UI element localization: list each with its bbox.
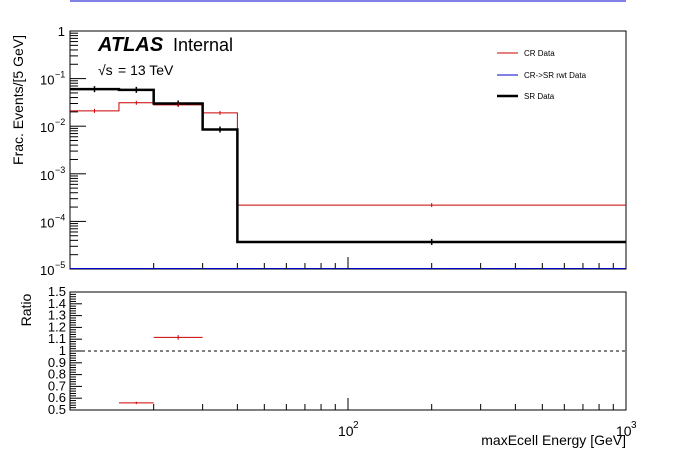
legend: CR Data CR->SR rwt Data SR Data (497, 49, 587, 101)
x-axis-label: maxEcell Energy [GeV] (481, 432, 626, 448)
upper-y-tick-label-exponent: −2 (55, 117, 65, 127)
x-tick-label: 10 (616, 423, 632, 439)
x-tick-label: 10 (338, 423, 354, 439)
atlas-status: Internal (173, 35, 233, 55)
lower-y-tick-label: 1.1 (48, 331, 66, 346)
atlas-label: ATLAS (97, 34, 164, 56)
series-line-cr-data (70, 102, 626, 206)
legend-entry: CR Data (524, 49, 555, 58)
x-tick-label-exponent: 2 (353, 420, 359, 431)
upper-y-tick-label: 10 (40, 263, 54, 278)
lower-plot-marks (70, 335, 626, 405)
lower-y-tick-label: 1.4 (48, 296, 66, 311)
legend-entry: SR Data (524, 92, 555, 101)
lower-y-tick-label: 1.5 (48, 284, 66, 299)
upper-y-tick-label: 10 (40, 215, 54, 230)
upper-y-tick-label: 10 (40, 120, 54, 135)
lower-y-tick-label: 0.8 (48, 367, 66, 382)
upper-y-tick-label-exponent: −4 (55, 212, 65, 222)
upper-y-tick-label-exponent: −1 (55, 70, 65, 80)
lower-y-tick-label: 0.7 (48, 378, 66, 393)
lower-y-tick-label: 1.3 (48, 308, 66, 323)
lower-y-tick-label: 0.5 (48, 402, 66, 417)
upper-y-tick-label-exponent: −5 (55, 260, 65, 270)
upper-plot-marks (70, 86, 626, 269)
upper-x-axis (153, 257, 614, 269)
x-tick-label-exponent: 3 (631, 420, 637, 431)
series-line-sr-data (70, 87, 626, 244)
energy-sqrt: √s (98, 62, 113, 78)
lower-y-tick-label: 0.9 (48, 355, 66, 370)
lower-y-tick-label: 1 (59, 343, 66, 358)
upper-y-tick-label: 10 (40, 168, 54, 183)
lower-x-axis: 10 2 10 3 (153, 398, 637, 439)
upper-y-axis: 110−110−210−310−410−5 (40, 24, 86, 278)
upper-y-axis-label: Frac. Events/[5 GeV] (10, 35, 26, 165)
legend-entry: CR->SR rwt Data (524, 71, 587, 80)
lower-y-tick-label: 0.6 (48, 390, 66, 405)
upper-y-tick-label: 10 (40, 73, 54, 88)
energy-value: = 13 TeV (118, 62, 174, 78)
upper-y-tick-label-exponent: −3 (55, 165, 65, 175)
upper-y-tick-label: 1 (58, 24, 65, 39)
lower-y-tick-label: 1.2 (48, 319, 66, 334)
lower-y-axis-label: Ratio (18, 293, 34, 326)
lower-y-axis: 0.50.60.70.80.911.11.21.31.41.5 (48, 284, 82, 417)
